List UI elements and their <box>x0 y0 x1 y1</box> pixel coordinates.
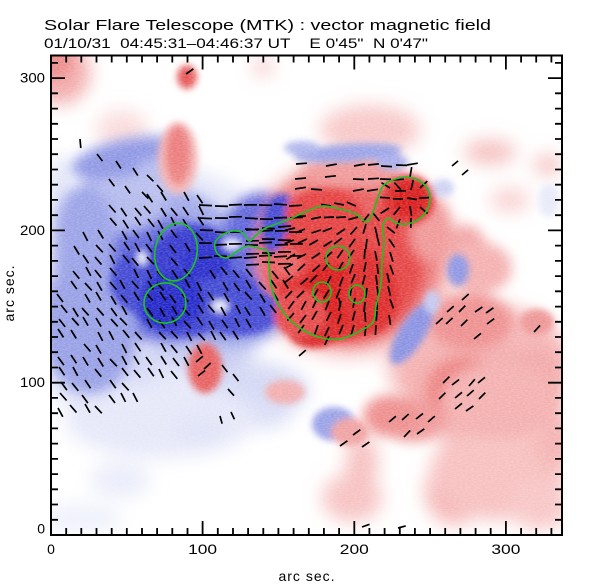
svg-text:Solar Flare Telescope (MTK) :: Solar Flare Telescope (MTK) : vector mag… <box>44 17 491 34</box>
svg-text:01/10/31 04:45:31–04:46:37 UT: 01/10/31 04:45:31–04:46:37 UT E 0'45" N … <box>44 36 428 51</box>
svg-text:100: 100 <box>20 374 45 390</box>
svg-text:200: 200 <box>20 222 45 238</box>
svg-text:arc sec.: arc sec. <box>1 264 17 321</box>
svg-text:0: 0 <box>47 541 55 557</box>
svg-text:200: 200 <box>340 541 369 557</box>
svg-text:0: 0 <box>37 521 45 537</box>
svg-text:100: 100 <box>188 541 217 557</box>
svg-text:300: 300 <box>20 70 45 86</box>
svg-text:arc sec.: arc sec. <box>278 568 335 584</box>
svg-text:300: 300 <box>491 541 520 557</box>
